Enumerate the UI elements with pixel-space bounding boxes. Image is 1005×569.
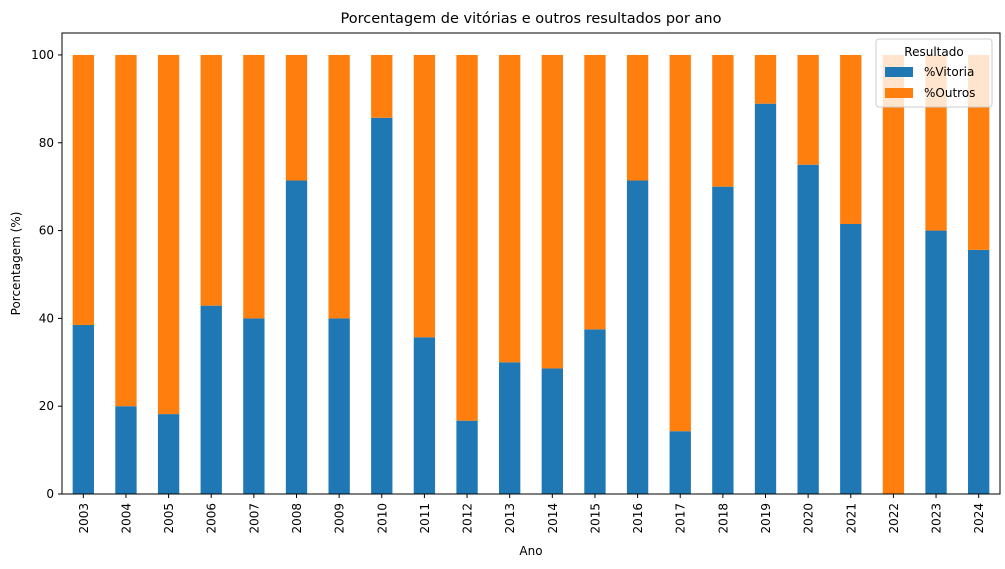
x-tick-label: 2015: [588, 503, 602, 534]
bar-vitoria-2008: [285, 180, 308, 494]
bar-outros-2003: [72, 54, 94, 325]
y-axis: 0 20 40 60 80 100: [31, 48, 62, 501]
bar-vitoria-2012: [456, 420, 478, 494]
x-tick-label: 2004: [119, 503, 133, 534]
bar-outros-2013: [499, 54, 521, 363]
y-tick-label: 100: [31, 48, 54, 62]
x-tick-label: 2023: [930, 503, 944, 534]
bar-outros-2008: [285, 54, 308, 181]
y-tick-label: 80: [39, 136, 54, 150]
y-axis-label: Porcentagem (%): [9, 212, 23, 316]
bar-vitoria-2013: [499, 362, 521, 494]
bar-outros-2017: [669, 54, 691, 432]
bar-outros-2020: [797, 54, 819, 165]
bar-outros-2005: [157, 54, 180, 415]
x-tick-label: 2020: [802, 503, 816, 534]
bars-group: [72, 54, 990, 495]
x-axis: 2003 2004 2005 2006 2007 2008 2009 2010 2011 2012…: [77, 494, 986, 534]
x-tick-label: 2008: [290, 503, 304, 534]
legend: Resultado %Vitoria %Outros: [875, 38, 993, 108]
bar-vitoria-2021: [840, 223, 862, 495]
x-tick-label: 2005: [162, 503, 176, 534]
legend-swatch-vitoria: [885, 67, 913, 77]
bar-vitoria-2006: [200, 305, 222, 494]
bar-outros-2012: [456, 54, 478, 421]
x-tick-label: 2017: [674, 503, 688, 534]
plot-frame: [61, 32, 1001, 495]
bar-outros-2015: [584, 54, 606, 330]
x-axis-label: Ano: [519, 544, 542, 558]
y-tick-label: 60: [39, 224, 54, 238]
x-tick-label: 2014: [546, 503, 560, 534]
x-tick-label: 2011: [418, 503, 432, 534]
legend-swatch-outros: [885, 88, 913, 98]
x-tick-label: 2018: [716, 503, 730, 534]
x-tick-label: 2022: [887, 503, 901, 534]
bar-vitoria-2010: [371, 117, 393, 495]
chart-title: Porcentagem de vitórias e outros resulta…: [341, 11, 722, 27]
bar-outros-2006: [200, 54, 222, 306]
bar-vitoria-2009: [328, 318, 350, 494]
y-tick-label: 40: [39, 311, 54, 325]
bar-vitoria-2019: [754, 103, 777, 494]
x-tick-label: 2009: [333, 503, 347, 534]
bar-vitoria-2020: [797, 164, 819, 494]
bar-outros-2018: [712, 54, 734, 187]
bar-outros-2014: [541, 54, 563, 369]
bar-vitoria-2014: [541, 368, 563, 494]
x-tick-label: 2006: [205, 503, 219, 534]
bar-outros-2011: [413, 54, 436, 338]
bar-outros-2004: [115, 54, 137, 407]
x-tick-label: 2003: [77, 503, 91, 534]
y-tick-label: 0: [46, 487, 54, 501]
bar-vitoria-2007: [243, 318, 265, 494]
bar-vitoria-2003: [72, 324, 94, 494]
y-tick-label: 20: [39, 399, 54, 413]
legend-title: Resultado: [904, 45, 963, 59]
x-tick-label: 2012: [461, 503, 475, 534]
bar-vitoria-2015: [584, 329, 606, 494]
bar-outros-2007: [243, 54, 265, 319]
bar-vitoria-2018: [712, 186, 734, 495]
x-tick-label: 2024: [972, 503, 986, 534]
bar-vitoria-2004: [115, 406, 137, 494]
bar-outros-2010: [371, 54, 393, 118]
x-tick-label: 2016: [631, 503, 645, 534]
bar-outros-2022: [882, 54, 905, 494]
bar-vitoria-2011: [413, 337, 436, 494]
legend-label-outros: %Outros: [924, 86, 975, 100]
x-tick-label: 2010: [375, 503, 389, 534]
bar-vitoria-2016: [626, 180, 649, 494]
bar-outros-2019: [754, 54, 777, 104]
bar-vitoria-2023: [925, 230, 947, 494]
bar-vitoria-2017: [669, 431, 691, 494]
x-tick-label: 2013: [503, 503, 517, 534]
bar-outros-2009: [328, 54, 350, 319]
bar-vitoria-2024: [968, 249, 990, 494]
bar-vitoria-2005: [157, 414, 180, 494]
x-tick-label: 2007: [247, 503, 261, 534]
bar-outros-2016: [626, 54, 649, 181]
bar-outros-2021: [840, 54, 862, 224]
x-tick-label: 2021: [844, 503, 858, 534]
legend-label-vitoria: %Vitoria: [924, 65, 974, 79]
x-tick-label: 2019: [759, 503, 773, 534]
